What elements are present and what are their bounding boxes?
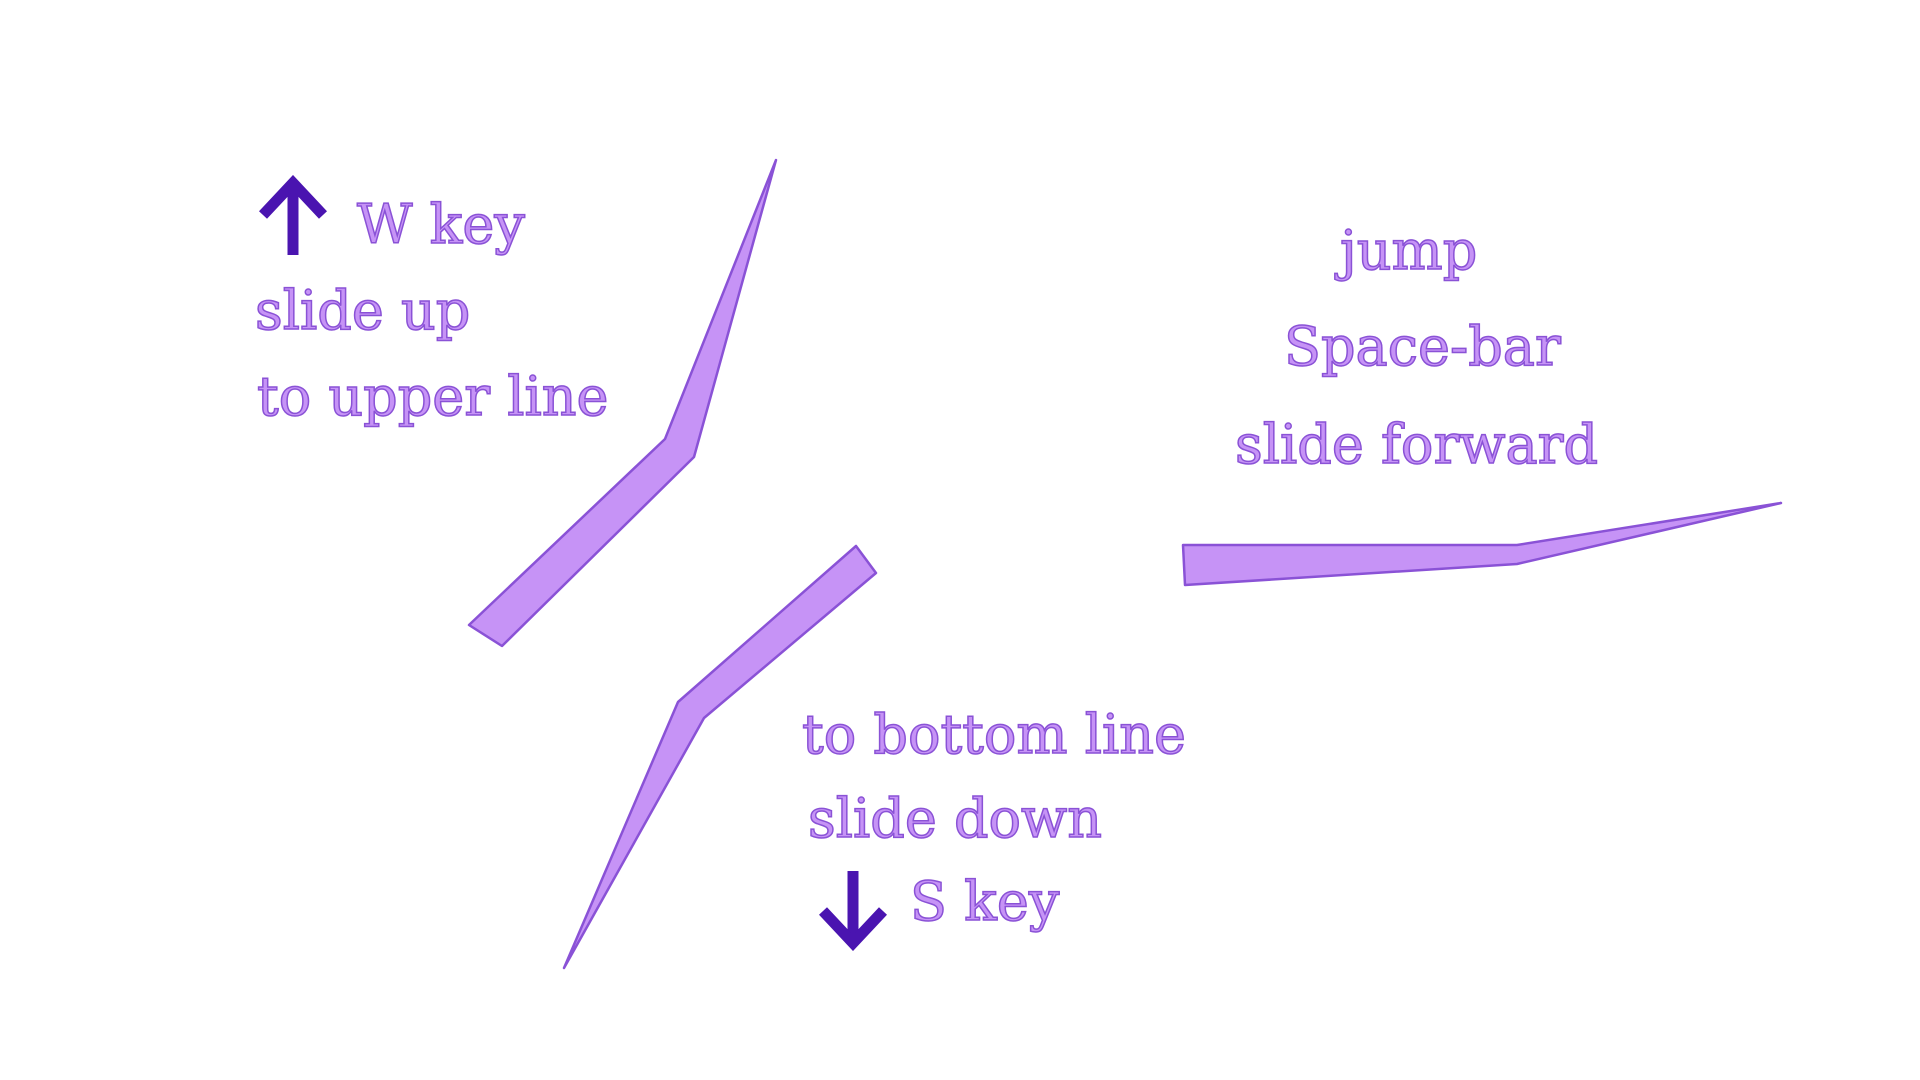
space-bar-label: Space-bar [1283, 315, 1561, 378]
slide-up-label: slide up [254, 279, 471, 342]
s-key-label: S key [909, 870, 1060, 933]
stroke-slide-down [562, 544, 878, 970]
to-upper-line-label: to upper line [256, 365, 609, 428]
w-key-label: W key [356, 193, 525, 256]
stroke-jump [1181, 501, 1783, 587]
stroke-slide-up [467, 158, 778, 648]
arrow-down-icon [819, 871, 887, 951]
slide-down-label: slide down [807, 787, 1103, 850]
arrow-up-icon [259, 175, 327, 255]
slide-forward-label: slide forward [1234, 413, 1599, 476]
jump-label: jump [1339, 219, 1478, 282]
to-bottom-line-label: to bottom line [801, 703, 1187, 766]
